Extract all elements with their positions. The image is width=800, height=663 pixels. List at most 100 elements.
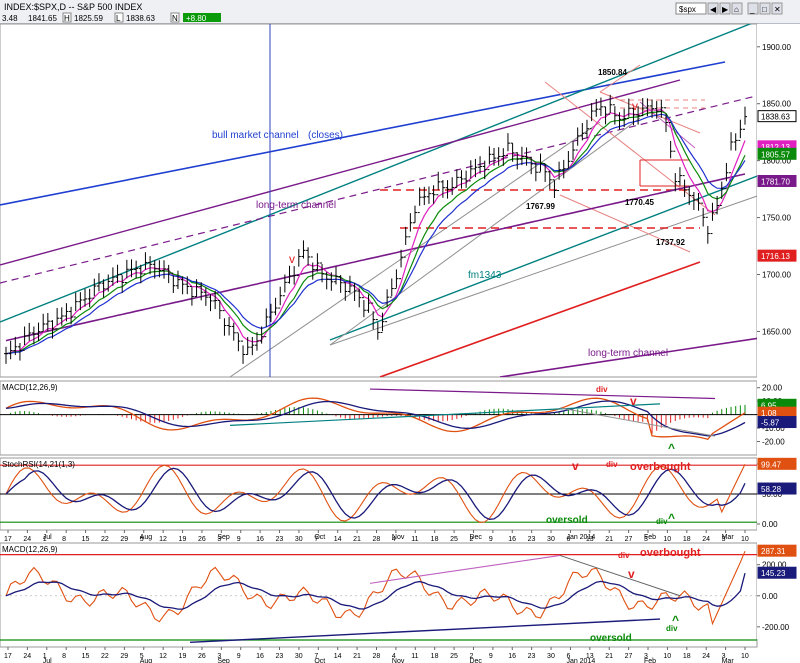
ohlc-box <box>170 12 180 23</box>
window-button <box>771 2 783 15</box>
x-tick-label: 21 <box>605 653 613 660</box>
trendlines <box>0 24 757 377</box>
ohlc-value: N <box>172 14 178 23</box>
x-tick-label: 2 <box>469 536 473 543</box>
price-annotation: bull market channel <box>212 130 299 141</box>
ma-magenta <box>5 108 746 355</box>
axis-tick-label: -200.00 <box>762 623 790 632</box>
x-tick-label: 16 <box>508 536 516 543</box>
x-tick-label: 27 <box>625 653 633 660</box>
value-tag <box>757 457 797 470</box>
ohlc-value: 1838.63 <box>126 14 155 23</box>
x-tick-label: 24 <box>702 653 710 660</box>
value-tag-text: 145.23 <box>761 569 786 578</box>
axis-tick-label: 0.00 <box>762 592 778 601</box>
axis-tick-label: -10.00 <box>762 424 785 433</box>
price-bars <box>4 94 747 364</box>
x-tick-label: 18 <box>683 536 691 543</box>
macd2-annotation: ^ <box>672 613 679 627</box>
axis-tick-label: 20.00 <box>762 384 783 393</box>
x-tick-label: 16 <box>508 653 516 660</box>
x-tick-label: 6 <box>566 653 570 660</box>
window-button <box>759 2 771 15</box>
x-tick-label: 16 <box>256 653 264 660</box>
window-button-icon: ◀ <box>710 5 717 14</box>
x-month-label: Sep <box>217 534 230 541</box>
x-month-label: Mar <box>722 534 735 541</box>
fan-line <box>329 195 757 346</box>
ma-long <box>5 173 746 342</box>
x-tick-label: 24 <box>702 536 710 543</box>
x-tick-label: 19 <box>179 536 187 543</box>
price-annotation: 1770.45 <box>625 198 654 207</box>
x-tick-label: 17 <box>4 536 12 543</box>
x-tick-label: 30 <box>547 653 555 660</box>
x-tick-label: 17 <box>4 653 12 660</box>
x-tick-label: 30 <box>295 653 303 660</box>
fm1343-line <box>329 175 757 341</box>
x-tick-label: 13 <box>586 653 594 660</box>
axis-tick-label: 1850.00 <box>762 100 791 109</box>
value-tag-text: 1805.57 <box>761 150 790 159</box>
window-button-icon: □ <box>762 5 767 14</box>
value-tag <box>757 174 797 187</box>
x-tick-label: 21 <box>353 536 361 543</box>
x-tick-label: 7 <box>314 536 318 543</box>
price-annotation: v <box>632 99 638 113</box>
x-tick-label: 3 <box>644 536 648 543</box>
x-tick-label: 2 <box>469 653 473 660</box>
x-tick-label: 16 <box>256 536 264 543</box>
ma-blue <box>5 113 746 355</box>
change-badge <box>183 13 221 22</box>
window-button <box>719 2 731 15</box>
x-month-label: Aug <box>140 534 153 541</box>
x-tick-label: 4 <box>392 653 396 660</box>
window-button-icon: _ <box>749 5 755 14</box>
macd-divergence-line <box>369 388 716 400</box>
value-tag-text: 1838.63 <box>761 113 790 122</box>
x-tick-label: 23 <box>276 536 284 543</box>
long-term-channel-upper <box>0 79 681 266</box>
ohlc-value: H <box>64 14 70 23</box>
x-tick-label: 27 <box>625 536 633 543</box>
axis-tick-label: 1900.00 <box>762 43 791 52</box>
x-tick-label: 1 <box>43 653 47 660</box>
window-button <box>731 2 743 15</box>
x-tick-label: 25 <box>450 536 458 543</box>
x-month-label: Feb <box>644 658 656 663</box>
x-tick-label: 23 <box>528 653 536 660</box>
x-tick-label: 5 <box>140 536 144 543</box>
fan-line <box>544 81 716 216</box>
macd2-label: MACD(12,26,9) <box>2 545 58 554</box>
x-month-label: Nov <box>392 534 405 541</box>
stochrsi-signal <box>5 467 746 520</box>
x-tick-label: 25 <box>450 653 458 660</box>
value-tag <box>757 482 797 495</box>
ohlc-value: 1841.65 <box>28 14 57 23</box>
x-month-label: Aug <box>140 658 153 663</box>
axis-tick-label: 0.00 <box>762 520 778 529</box>
value-tag <box>757 416 797 429</box>
x-month-label: Jul <box>43 534 52 541</box>
fan-line <box>599 64 641 93</box>
x-tick-label: 12 <box>159 653 167 660</box>
x-month-label: Oct <box>314 658 325 663</box>
macd-annotation: ^ <box>668 441 675 455</box>
axis-tick-label: 1800.00 <box>762 157 791 166</box>
x-month-label: Nov <box>392 658 405 663</box>
macd2-trend-line <box>559 554 681 597</box>
ohlc-value: 1825.59 <box>74 14 103 23</box>
value-tag <box>757 147 797 160</box>
x-tick-label: 9 <box>237 536 241 543</box>
x-tick-label: 11 <box>411 653 418 660</box>
x-tick-label: 23 <box>276 653 284 660</box>
ohlc-box <box>62 12 72 23</box>
x-month-label: Jul <box>43 658 52 663</box>
x-tick-label: 23 <box>528 536 536 543</box>
x-month-label: Dec <box>469 658 482 663</box>
x-month-label: Jan 2014 <box>566 534 595 541</box>
value-tag <box>757 566 797 579</box>
x-tick-label: 9 <box>489 653 493 660</box>
value-tag <box>757 110 797 123</box>
x-tick-label: 14 <box>334 536 342 543</box>
